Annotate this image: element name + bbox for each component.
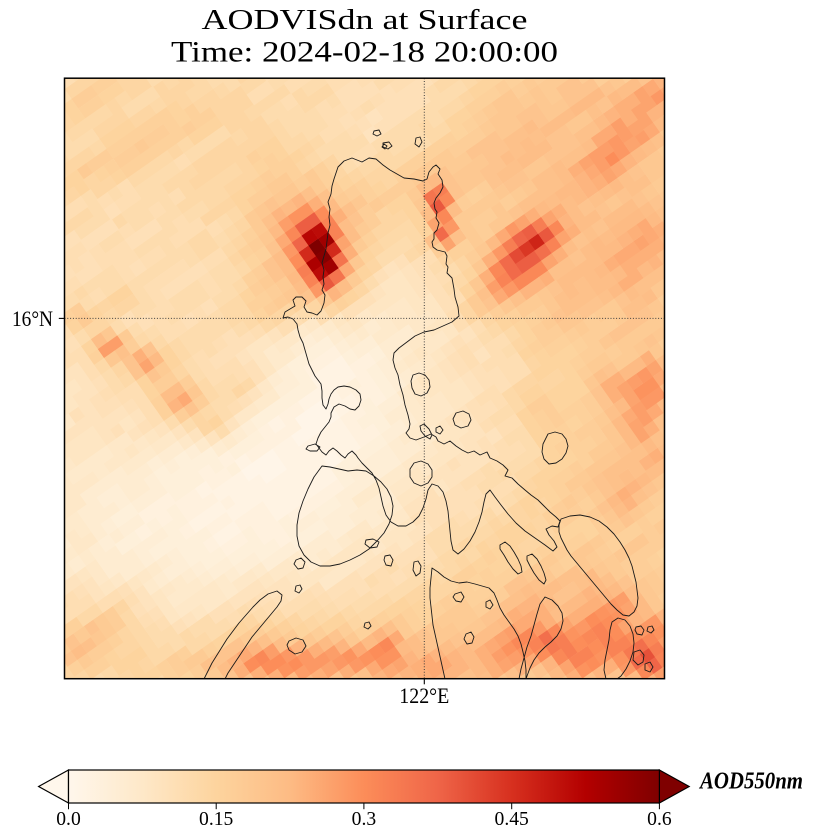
svg-text:0.15: 0.15 [199, 809, 233, 830]
svg-text:AODVISdn at Surface: AODVISdn at Surface [202, 5, 528, 36]
svg-text:Time: 2024-02-18 20:00:00: Time: 2024-02-18 20:00:00 [171, 36, 558, 68]
svg-text:16°N: 16°N [12, 306, 53, 331]
svg-text:AOD550nm: AOD550nm [698, 769, 803, 795]
svg-text:122°E: 122°E [399, 683, 449, 708]
svg-text:0.3: 0.3 [352, 809, 377, 830]
svg-text:0.0: 0.0 [56, 809, 81, 830]
svg-text:0.6: 0.6 [647, 809, 672, 830]
svg-text:0.45: 0.45 [495, 809, 529, 830]
